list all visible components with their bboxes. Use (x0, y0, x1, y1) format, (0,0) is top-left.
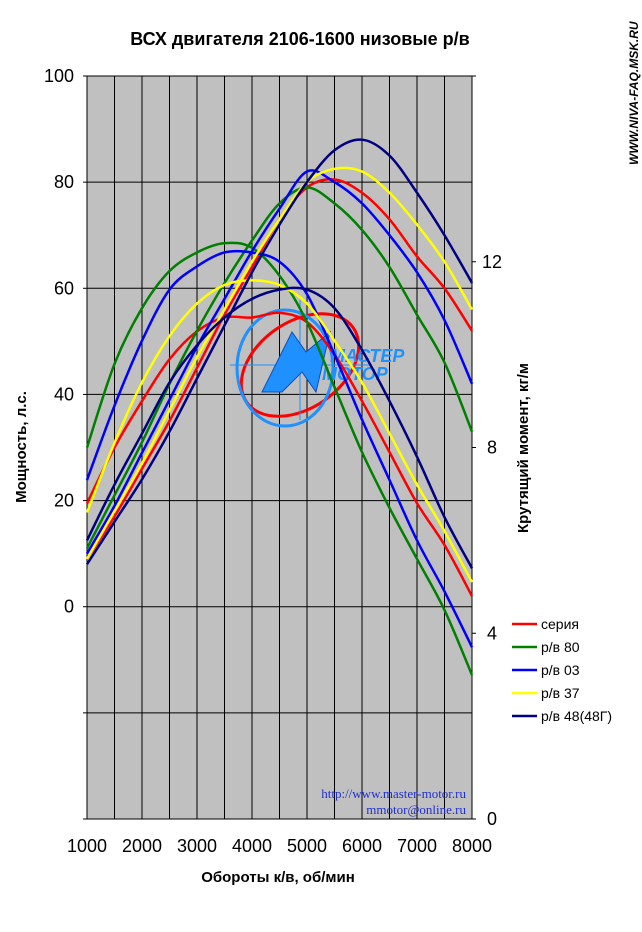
torque-line-1 (85, 241, 474, 676)
x-tick-label: 6000 (342, 836, 382, 856)
legend-label: р/в 80 (541, 639, 580, 655)
power-line-1 (85, 186, 474, 549)
grid-lines (83, 75, 476, 820)
power-line-3 (85, 166, 474, 560)
credit-email: mmotor@online.ru (366, 802, 466, 817)
y-right-tick-label: 4 (487, 623, 497, 643)
legend: серия р/в 80 р/в 03 р/в 37 р/в 48(48Г) (512, 616, 612, 724)
legend-label: р/в 37 (541, 685, 580, 701)
series-lines (85, 138, 474, 676)
y-left-tick-label: 20 (54, 491, 74, 511)
x-tick-label: 2000 (122, 836, 162, 856)
y-left-tick-labels: 100 80 60 40 20 0 (44, 66, 74, 617)
x-tick-label: 3000 (177, 836, 217, 856)
chart-title: ВСХ двигателя 2106-1600 низовые р/в (130, 29, 470, 49)
legend-label: р/в 03 (541, 662, 580, 678)
y-left-tick-label: 40 (54, 384, 74, 404)
torque-line-3 (85, 279, 474, 583)
y-right-tick-label: 8 (487, 438, 497, 458)
y-right-axis-label: Крутящий момент, кг/м (515, 363, 532, 533)
y-left-tick-label: 0 (64, 597, 74, 617)
watermark-text: WWW.NIVA-FAQ.MSK.RU (627, 21, 641, 165)
power-line-2 (85, 169, 474, 555)
y-right-tick-label: 12 (482, 252, 502, 272)
torque-line-2 (85, 249, 474, 648)
x-tick-label: 7000 (397, 836, 437, 856)
x-tick-labels: 1000 2000 3000 4000 5000 6000 7000 8000 (67, 836, 492, 856)
y-right-tick-label: 0 (487, 809, 497, 829)
torque-line-4 (85, 286, 474, 569)
legend-label: серия (541, 616, 579, 632)
credit-url: http://www.master-motor.ru (321, 786, 466, 801)
x-tick-label: 4000 (232, 836, 272, 856)
y-left-tick-label: 80 (54, 172, 74, 192)
y-left-axis-label: Мощность, л.с. (13, 391, 30, 503)
x-tick-label: 8000 (452, 836, 492, 856)
y-left-tick-label: 100 (44, 66, 74, 86)
power-line-4 (85, 138, 474, 565)
x-tick-label: 1000 (67, 836, 107, 856)
x-axis-label: Обороты к/в, об/мин (201, 869, 355, 886)
torque-line-0 (85, 311, 474, 597)
x-tick-label: 5000 (287, 836, 327, 856)
legend-label: р/в 48(48Г) (541, 708, 612, 724)
y-right-tick-labels: 12 8 4 0 (482, 252, 502, 829)
y-left-tick-label: 60 (54, 278, 74, 298)
